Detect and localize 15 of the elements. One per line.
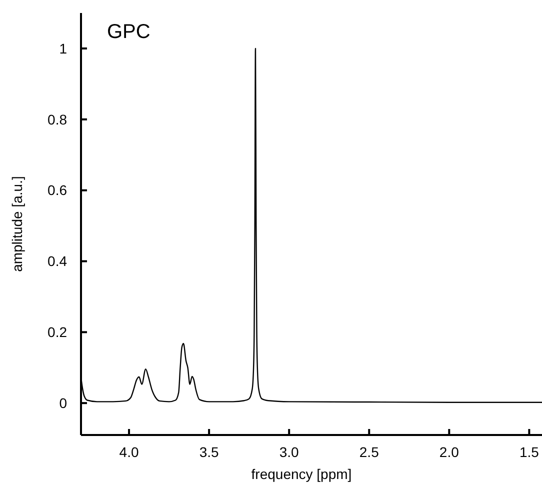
x-axis-title: frequency [ppm] bbox=[251, 466, 352, 482]
chart-title: GPC bbox=[107, 21, 150, 43]
x-tick-label: 3.0 bbox=[279, 444, 300, 460]
y-tick-label: 0.2 bbox=[48, 324, 68, 340]
x-tick-label: 2.5 bbox=[359, 444, 380, 460]
y-axis-title: amplitude [a.u.] bbox=[9, 176, 25, 272]
y-tick-label: 1 bbox=[59, 40, 68, 56]
y-tick-label: 0.8 bbox=[48, 111, 68, 128]
y-tick-label: 0.4 bbox=[48, 253, 68, 270]
x-tick-label: 4.0 bbox=[119, 444, 139, 460]
x-tick-label: 1.5 bbox=[519, 444, 540, 460]
x-tick-label: 3.5 bbox=[199, 444, 219, 460]
x-tick-label: 2.0 bbox=[439, 444, 460, 460]
y-tick-label: 0 bbox=[59, 394, 68, 411]
y-tick-label: 0.6 bbox=[48, 182, 68, 198]
